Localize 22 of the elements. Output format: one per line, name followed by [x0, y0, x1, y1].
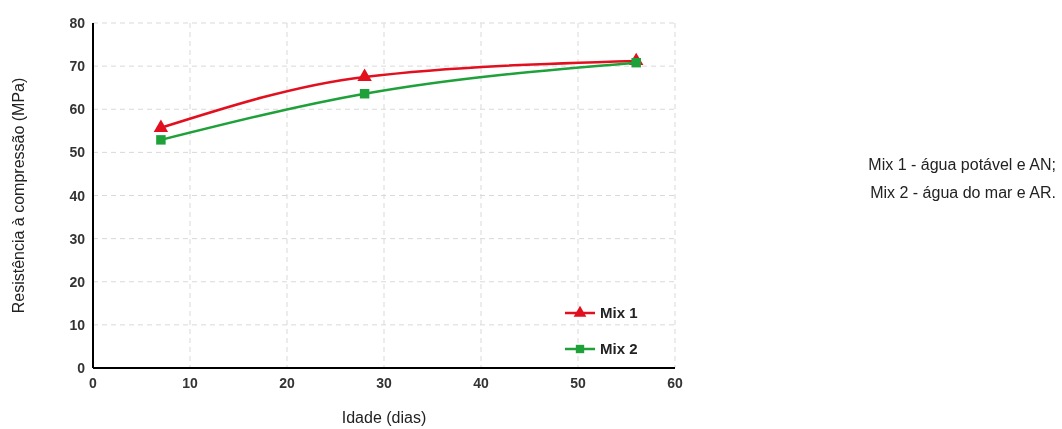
legend-label: Mix 1 [600, 304, 638, 321]
y-axis-title: Resistência à compressão (MPa) [10, 77, 27, 314]
x-tick-label: 60 [667, 375, 683, 391]
y-tick-label: 50 [69, 144, 86, 161]
x-tick-label: 40 [473, 375, 489, 391]
text: Mix 2 - água do mar e AR. [870, 184, 1056, 201]
x-axis-title: Idade (dias) [341, 409, 427, 426]
text: Mix 1 - água potável e AN; [868, 156, 1056, 173]
x-tick-label: 50 [570, 375, 586, 391]
legend-label: Mix 2 [600, 340, 638, 357]
x-tick-label: 0 [89, 375, 98, 391]
y-tick-label: 80 [69, 15, 86, 31]
y-tick-label: 30 [69, 230, 86, 247]
x-tick-label: 10 [182, 375, 198, 391]
x-tick-label: 20 [279, 375, 295, 391]
x-tick-label: 30 [376, 375, 392, 391]
y-tick-label: 60 [69, 101, 86, 118]
y-tick-label: 70 [69, 58, 86, 75]
y-tick-label: 10 [69, 316, 86, 333]
y-tick-label: 20 [69, 273, 86, 290]
y-tick-label: 0 [77, 360, 86, 376]
y-tick-label: 40 [69, 187, 86, 204]
